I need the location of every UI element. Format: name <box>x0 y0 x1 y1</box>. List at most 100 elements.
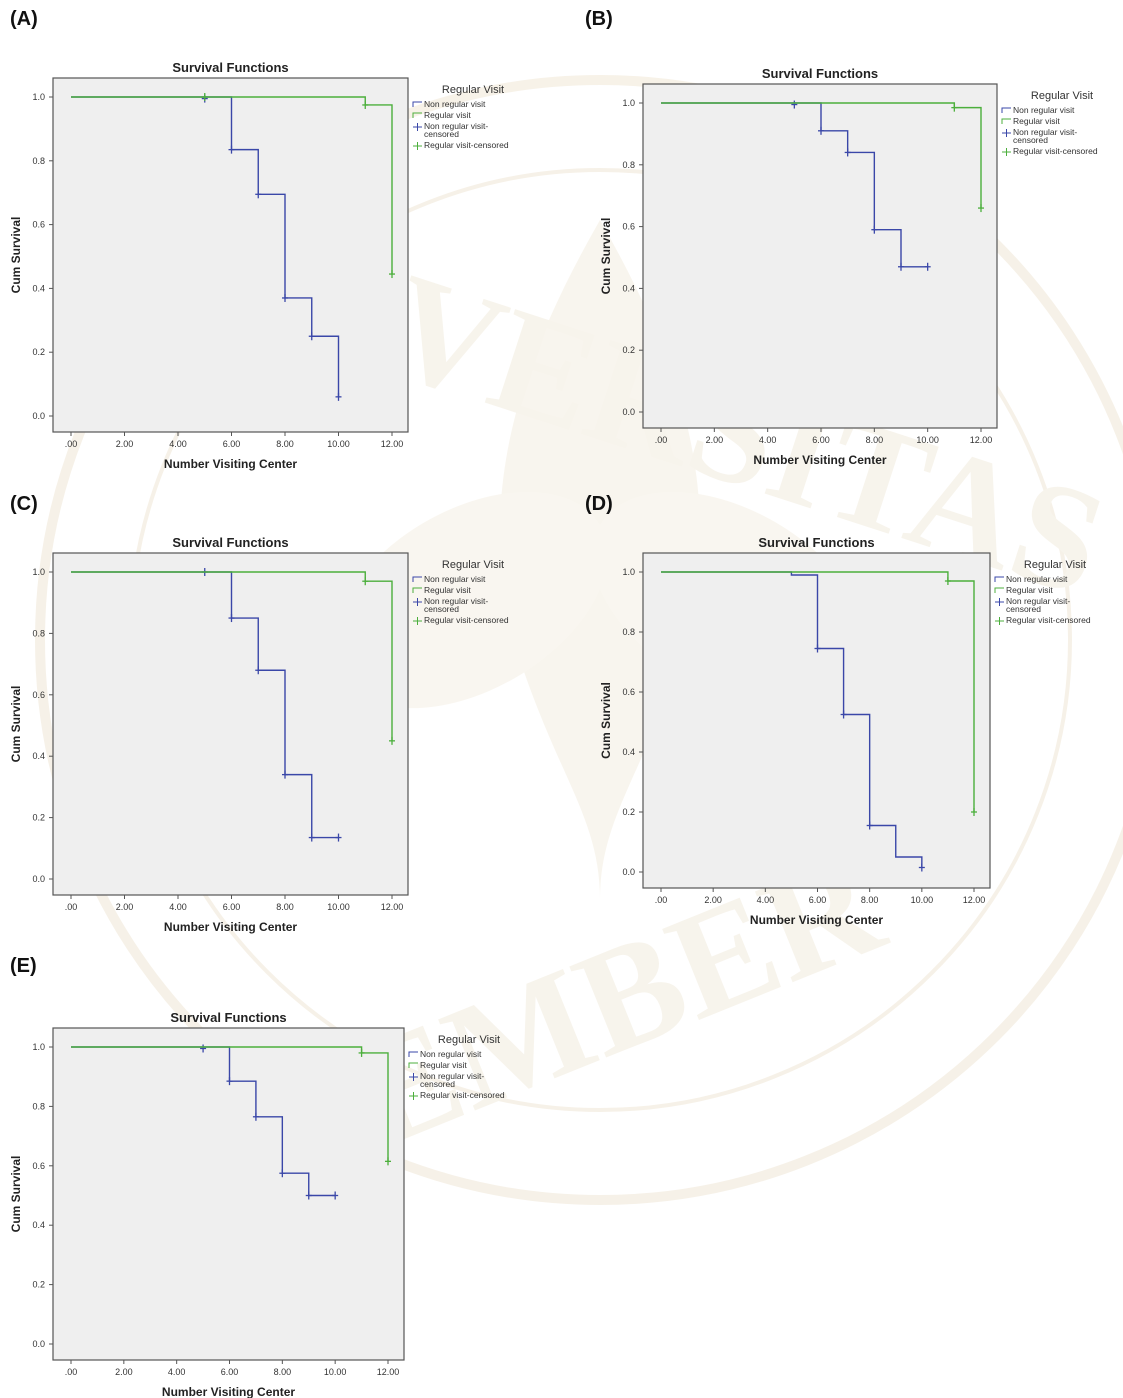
legend-title: Regular Visit <box>438 1034 500 1046</box>
plot-area <box>642 83 998 429</box>
y-tick-label: 0.8 <box>32 1101 45 1111</box>
legend-item-label: Non regular visit-censored <box>424 596 488 614</box>
legend-item-label: Non regular visit <box>424 99 486 109</box>
legend-regular-icon <box>408 1062 418 1068</box>
legend-item-line: censored <box>1006 604 1041 614</box>
x-tick-label: .00 <box>65 902 78 912</box>
y-tick-label: 0.4 <box>32 1220 45 1230</box>
y-axis-label: Cum Survival <box>9 686 23 763</box>
x-tick-label: 10.00 <box>916 435 939 445</box>
x-tick-label: 8.00 <box>274 1367 292 1377</box>
plot-area <box>52 552 409 896</box>
x-tick-label: 8.00 <box>276 902 294 912</box>
legend-item-label: Regular visit <box>420 1060 467 1070</box>
x-tick-label: 8.00 <box>866 435 884 445</box>
y-tick-label: 0.0 <box>32 1339 45 1349</box>
plot-area <box>52 77 409 433</box>
legend-item-label: Regular visit <box>424 585 471 595</box>
y-tick-label: 0.0 <box>622 407 635 417</box>
y-tick-label: 0.8 <box>622 160 635 170</box>
x-axis-label: Number Visiting Center <box>164 457 297 471</box>
legend-item-label: Non regular visit <box>1013 105 1075 115</box>
legend-item-label: Regular visit-censored <box>424 140 509 150</box>
y-tick-label: 1.0 <box>32 1042 45 1052</box>
y-tick-label: 0.0 <box>32 411 45 421</box>
legend-item-line: censored <box>1013 135 1048 145</box>
y-tick-label: 0.4 <box>622 283 635 293</box>
x-tick-label: 10.00 <box>911 895 934 905</box>
legend-item-label: Regular visit-censored <box>1013 146 1098 156</box>
legend-item-line: Non regular visit- <box>424 121 488 131</box>
x-tick-label: 12.00 <box>970 435 993 445</box>
legend-non-regular-icon <box>1001 107 1011 113</box>
x-tick-label: 12.00 <box>381 439 404 449</box>
x-tick-label: 2.00 <box>115 1367 133 1377</box>
x-tick-label: .00 <box>65 439 78 449</box>
non-regular-visit-curve <box>71 96 340 397</box>
panel-label-b: (B) <box>585 8 613 30</box>
y-tick-label: 0.2 <box>32 1280 45 1290</box>
y-tick-label: 0.8 <box>32 628 45 638</box>
chart-title: Survival Functions <box>172 535 288 550</box>
x-tick-label: 6.00 <box>223 902 241 912</box>
y-tick-label: 0.6 <box>32 1161 45 1171</box>
y-axis-label: Cum Survival <box>9 217 23 294</box>
legend-item-label: Regular visit <box>424 110 471 120</box>
x-tick-label: 6.00 <box>221 1367 239 1377</box>
x-tick-label: 12.00 <box>381 902 404 912</box>
legend-non-regular-icon <box>412 101 422 107</box>
y-tick-label: 1.0 <box>622 98 635 108</box>
legend-item-label: Non regular visit-censored <box>424 121 488 139</box>
x-tick-label: .00 <box>655 435 668 445</box>
legend-item-line: Non regular visit- <box>424 596 488 606</box>
legend-regular-icon <box>994 587 1004 593</box>
legend-non-regular-icon <box>994 576 1004 582</box>
x-tick-label: 12.00 <box>377 1367 400 1377</box>
y-tick-label: 0.4 <box>32 283 45 293</box>
y-tick-label: 0.6 <box>32 690 45 700</box>
panel-label-a: (A) <box>10 8 38 30</box>
x-tick-label: 4.00 <box>169 902 187 912</box>
x-tick-label: 4.00 <box>169 439 187 449</box>
chart-title: Survival Functions <box>170 1010 286 1025</box>
legend-item-label: Non regular visit-censored <box>1006 596 1070 614</box>
legend-title: Regular Visit <box>442 559 504 571</box>
legend-non-regular-icon <box>412 576 422 582</box>
legend-item-line: censored <box>424 129 459 139</box>
legend-title: Regular Visit <box>1031 90 1093 102</box>
legend-item-line: Non regular visit- <box>1006 596 1070 606</box>
y-tick-label: 0.8 <box>622 627 635 637</box>
y-tick-label: 0.2 <box>32 347 45 357</box>
x-tick-label: 8.00 <box>276 439 294 449</box>
y-tick-label: 0.2 <box>32 813 45 823</box>
x-tick-label: 6.00 <box>223 439 241 449</box>
chart-title: Survival Functions <box>758 535 874 550</box>
y-tick-label: 1.0 <box>32 567 45 577</box>
legend-item-label: Regular visit <box>1006 585 1053 595</box>
legend-item-label: Non regular visit <box>420 1049 482 1059</box>
y-tick-label: 0.0 <box>32 874 45 884</box>
legend-title: Regular Visit <box>1024 559 1086 571</box>
y-tick-label: 0.0 <box>622 867 635 877</box>
x-tick-label: 4.00 <box>757 895 775 905</box>
legend-regular-icon <box>1001 118 1011 124</box>
x-tick-label: 2.00 <box>116 439 134 449</box>
x-tick-label: 10.00 <box>327 439 350 449</box>
x-axis-label: Number Visiting Center <box>162 1385 295 1398</box>
legend-item-line: Non regular visit- <box>420 1071 484 1081</box>
x-tick-label: 8.00 <box>861 895 879 905</box>
legend-item-label: Non regular visit <box>1006 574 1068 584</box>
plot-area <box>642 552 991 889</box>
x-tick-label: 2.00 <box>116 902 134 912</box>
chart-title: Survival Functions <box>762 66 878 81</box>
y-axis-label: Cum Survival <box>9 1156 23 1233</box>
legend-title: Regular Visit <box>442 84 504 96</box>
legend-regular-icon <box>412 112 422 118</box>
x-tick-label: 2.00 <box>706 435 724 445</box>
x-tick-label: 2.00 <box>704 895 722 905</box>
plot-area <box>52 1027 405 1361</box>
x-tick-label: .00 <box>65 1367 78 1377</box>
